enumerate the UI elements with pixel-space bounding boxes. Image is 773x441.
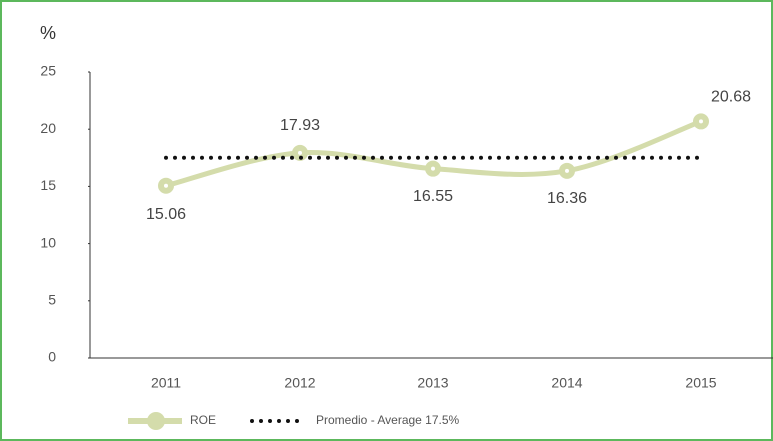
data-label: 16.55: [413, 188, 453, 205]
y-axis-label: %: [40, 23, 56, 43]
data-label: 16.36: [547, 190, 587, 207]
y-tick-label: 25: [40, 63, 56, 79]
data-label: 15.06: [146, 206, 186, 223]
marker-center: [164, 183, 168, 188]
x-tick-label: 2011: [151, 375, 181, 391]
x-tick-label: 2012: [284, 375, 315, 391]
marker-center: [431, 166, 435, 171]
y-tick-label: 15: [40, 177, 56, 193]
legend-label: ROE: [190, 413, 216, 427]
y-tick-label: 0: [48, 349, 56, 365]
data-label: 20.68: [711, 89, 751, 106]
marker-center: [699, 119, 703, 124]
x-tick-label: 2015: [685, 375, 716, 391]
legend-label: Promedio - Average 17.5%: [316, 413, 460, 427]
marker-center: [565, 168, 569, 173]
marker-center: [298, 150, 302, 155]
y-tick-label: 20: [40, 120, 56, 136]
x-tick-label: 2014: [551, 375, 582, 391]
y-tick-label: 5: [48, 292, 56, 308]
x-tick-label: 2013: [417, 375, 448, 391]
y-tick-label: 10: [40, 234, 56, 250]
data-label: 17.93: [280, 117, 320, 134]
legend-marker: [147, 412, 165, 430]
